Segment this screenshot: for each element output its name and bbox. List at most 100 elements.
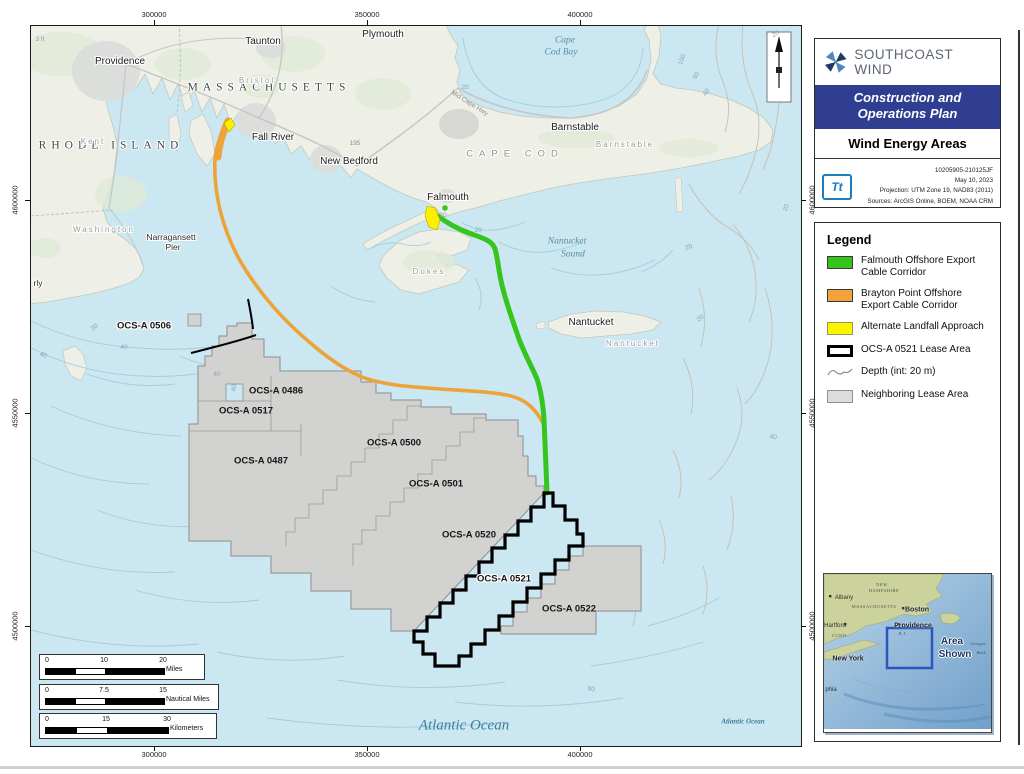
- axis-tick: [580, 746, 581, 751]
- legend-heading: Legend: [827, 233, 872, 247]
- axis-label-400000: 400000: [567, 10, 593, 19]
- legend-item-label: Neighboring Lease Area: [861, 389, 969, 400]
- legend-item-label: Brayton Point Offshore Export Cable Corr…: [861, 288, 962, 311]
- credit-line: Sources: ArcGIS Online, BOEM, NOAA CRM: [867, 197, 993, 205]
- legend-items: Falmouth Offshore Export Cable Corridor B…: [815, 255, 1000, 412]
- credits-lines: 10205905-210125JF May 10, 2023 Projection:…: [852, 166, 993, 208]
- falmouth-corridor: [435, 213, 550, 496]
- axis-label-300000: 300000: [141, 750, 167, 759]
- lease-block-small: [187, 313, 202, 327]
- lease-area-notch: [225, 383, 244, 402]
- legend-item-ocs-a-0521-lease: OCS-A 0521 Lease Area: [815, 344, 1000, 366]
- credit-line: 10205905-210125JF: [934, 166, 993, 174]
- plan-title-line1: Construction and: [853, 90, 962, 105]
- conanicut-island: [168, 113, 182, 152]
- locator-inset: Albany NEW HAMPSHIRE MASSACHUSETTS Boston Har…: [823, 573, 992, 733]
- scalebar-bar: [45, 668, 165, 675]
- elizabeth-islands: [362, 207, 440, 251]
- axis-label-350000: 350000: [354, 750, 380, 759]
- falmouth-landfall-dot: [442, 205, 448, 211]
- nantucket-island: [547, 310, 662, 339]
- area-shown-rect: [885, 626, 934, 670]
- prudence-island: [180, 91, 194, 113]
- scalebar-unit: Kilometers: [170, 725, 204, 732]
- axis-label-4550000: 4550000: [10, 398, 20, 428]
- inset-mainland: [824, 574, 945, 645]
- depth-contour-swatch-icon: [827, 367, 853, 380]
- southcoast-wind-pinwheel-icon: [824, 51, 847, 73]
- scalebar-number: 0: [45, 716, 49, 723]
- axis-label-350000: 350000: [354, 10, 380, 19]
- scalebar-unit: Miles: [166, 666, 183, 673]
- alternate-landfall-brayton: [223, 117, 236, 133]
- ocs-a-0521-lease-swatch-icon: [827, 345, 853, 357]
- brayton-corridor-swatch-icon: [827, 289, 853, 302]
- forest-tint: [31, 32, 719, 274]
- axis-label-4600000: 4600000: [10, 185, 20, 215]
- map-title: Wind Energy Areas: [815, 129, 1000, 159]
- legend-item-label: OCS-A 0521 Lease Area: [861, 344, 971, 355]
- scalebar-kilometers: 0 15 30 Kilometers: [39, 713, 217, 739]
- plan-title-banner: Construction and Operations Plan: [815, 85, 1000, 129]
- axis-tick: [367, 746, 368, 751]
- legend-item-depth-contour: Depth (int: 20 m): [815, 366, 1000, 389]
- legend-item-label: Falmouth Offshore Export Cable Corridor: [861, 255, 976, 278]
- legend-item-neighboring-lease: Neighboring Lease Area: [815, 389, 1000, 412]
- axis-tick: [154, 746, 155, 751]
- legend-item-label: Alternate Landfall Approach: [861, 321, 984, 332]
- lease-dividers: [189, 376, 486, 566]
- scalebar-number: 15: [102, 716, 110, 723]
- axis-tick: [154, 20, 155, 25]
- neighboring-lease-swatch-icon: [827, 390, 853, 403]
- page-edge-line: [1018, 30, 1020, 745]
- brayton-point-corridor: [212, 118, 545, 424]
- plan-title-line2: Operations Plan: [857, 106, 958, 122]
- depth-contours: [31, 37, 720, 728]
- axis-label-4500000: 4500000: [10, 611, 20, 641]
- legend-panel: Legend Falmouth Offshore Export Cable Co…: [814, 222, 1001, 742]
- admin-boundaries: [31, 26, 181, 217]
- falmouth-corridor-swatch-icon: [827, 256, 853, 269]
- inset-cape-cod: [939, 612, 961, 625]
- aquidneck-island: [188, 113, 216, 167]
- tuckernuck-island: [535, 320, 546, 330]
- area-shown-label-line1: Area: [940, 636, 964, 647]
- credit-line: May 10, 2023: [954, 176, 993, 184]
- alternate-landfall-falmouth: [424, 205, 441, 231]
- brand-name: SOUTHCOAST WIND: [854, 47, 953, 77]
- axis-tick: [801, 626, 806, 627]
- scalebar-bar: [45, 698, 165, 705]
- scalebar-number: 7.5: [99, 687, 109, 694]
- scalebar-number: 20: [159, 657, 167, 664]
- scalebar-unit: Nautical Miles: [166, 696, 210, 703]
- ocs-a-0506-marks: [190, 298, 257, 354]
- legend-item-brayton-corridor: Brayton Point Offshore Export Cable Corr…: [815, 288, 1000, 321]
- axis-tick: [801, 200, 806, 201]
- scalebar-miles: 0 10 20 Miles: [39, 654, 205, 680]
- axis-tick: [580, 20, 581, 25]
- alternate-landfall-swatch-icon: [827, 322, 853, 335]
- credits-row: Tt 10205905-210125JF May 10, 2023 Projecti…: [815, 159, 1000, 208]
- block-island: [62, 345, 88, 382]
- axis-tick: [25, 200, 30, 201]
- scalebar-number: 15: [159, 687, 167, 694]
- tetra-tech-logo: Tt: [822, 173, 852, 200]
- roads: [108, 26, 648, 267]
- legend-item-label: Depth (int: 20 m): [861, 366, 936, 377]
- scalebar-number: 0: [45, 687, 49, 694]
- page-bottom-strip: [0, 766, 1024, 769]
- legend-item-alternate-landfall: Alternate Landfall Approach: [815, 321, 1000, 344]
- axis-label-300000: 300000: [141, 10, 167, 19]
- scalebar-bar: [45, 727, 169, 734]
- map-frame: Providence Taunton Plymouth Fall River New B…: [30, 25, 802, 747]
- monomoy-island: [674, 177, 684, 213]
- ocs-a-0522-area: [500, 545, 642, 635]
- scalebar-nautical-miles: 0 7.5 15 Nautical Miles: [39, 684, 219, 710]
- axis-tick: [25, 626, 30, 627]
- area-shown-label-line2: Shown: [938, 649, 972, 660]
- inset-map-canvas: [824, 574, 991, 729]
- axis-label-400000: 400000: [567, 750, 593, 759]
- inset-long-island: [824, 639, 880, 661]
- north-arrow-icon: [766, 31, 792, 103]
